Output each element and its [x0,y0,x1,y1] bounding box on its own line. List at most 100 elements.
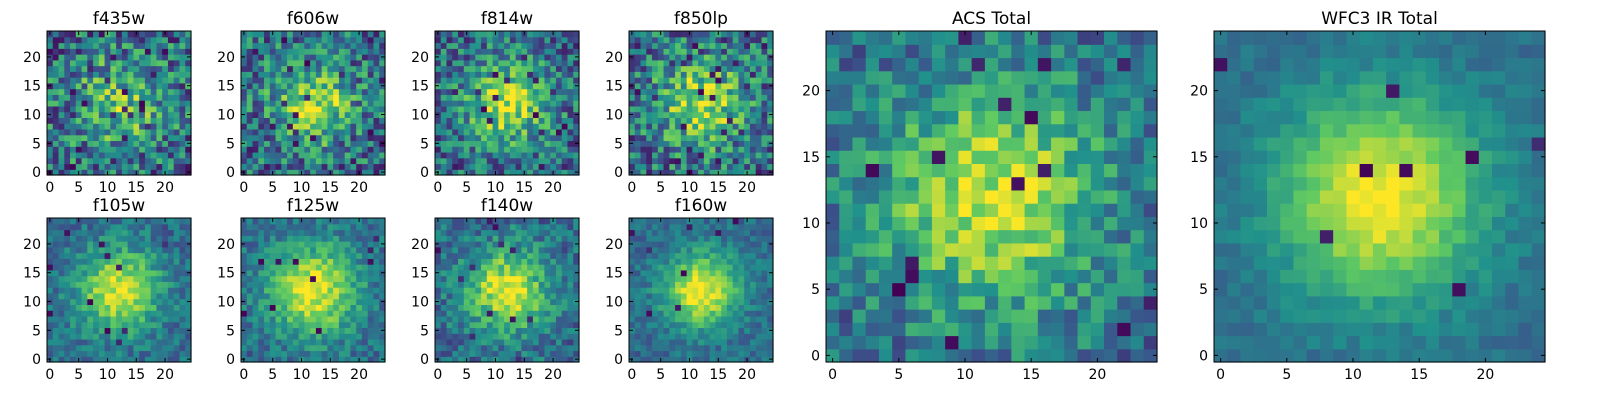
heatmap-cell [755,54,763,61]
heatmap-cell [515,315,522,323]
heatmap-cell [121,327,129,334]
heatmap-cell [298,333,305,340]
heatmap-cell [321,264,328,271]
heatmap-cell [680,128,688,136]
heatmap-cell [361,140,369,147]
heatmap-cell [675,304,682,311]
heatmap-cell [70,123,77,130]
heatmap-cell [156,36,163,44]
heatmap-cell [567,94,574,101]
heatmap-cell [173,252,181,259]
heatmap-cell [509,258,517,265]
heatmap-cell [310,169,317,176]
heatmap-cell [150,315,158,323]
y-tick-label: 0 [420,165,429,181]
heatmap-cell [669,42,676,49]
heatmap-cell [287,151,294,159]
heatmap-cell [93,223,100,231]
heatmap-cell [116,321,123,329]
heatmap-cell [98,304,106,311]
heatmap-cell [567,82,574,90]
heatmap-cell [87,356,94,363]
heatmap-cell [509,252,517,259]
heatmap-cell [356,88,363,95]
heatmap-cell [440,36,448,44]
heatmap-cell [121,264,129,271]
heatmap-cell [721,321,728,329]
heatmap-cell [167,252,175,259]
heatmap-cell [315,258,323,265]
y-tick-label: 5 [32,323,41,339]
heatmap-cell [121,48,129,55]
heatmap-cell [162,77,169,84]
heatmap-cell [139,105,146,113]
heatmap-cell [121,105,129,113]
heatmap-cell [52,281,60,288]
heatmap-cell [544,128,551,136]
heatmap-cell [156,304,163,311]
heatmap-cell [692,77,699,84]
heatmap-cell [761,82,768,90]
heatmap-cell [87,252,94,259]
heatmap-cell [481,281,488,288]
heatmap-cell [298,310,305,317]
heatmap-cell [252,304,259,311]
heatmap-cell [81,292,88,300]
heatmap-cell [634,338,642,346]
heatmap-cell [361,88,369,95]
heatmap-cell [344,356,352,363]
heatmap-cell [179,48,186,55]
heatmap-cell [458,163,465,170]
heatmap-cell [567,333,574,340]
heatmap-cell [367,77,375,84]
heatmap-cell [567,356,574,363]
heatmap-cell [98,281,106,288]
heatmap-cell [338,241,346,248]
heatmap-cell [640,100,647,107]
heatmap-cell [252,333,259,340]
heatmap-cell [104,235,111,242]
heatmap-cell [738,333,745,340]
heatmap-cell [127,157,134,165]
heatmap-cell [150,31,158,38]
heatmap-cell [356,157,363,165]
heatmap-cell [515,169,522,176]
heatmap-cell [440,128,448,136]
heatmap-cell [715,117,722,124]
heatmap-cell [527,223,534,231]
heatmap-cell [173,54,181,61]
heatmap-cell [246,151,254,159]
heatmap-cell [669,333,676,340]
heatmap-cell [646,287,653,294]
heatmap-cell [652,287,659,294]
heatmap-cell [281,218,288,225]
heatmap-cell [258,350,265,357]
heatmap-cell [458,146,465,153]
heatmap-cell [338,88,346,95]
heatmap-cell [629,338,636,346]
heatmap-cell [150,82,158,90]
heatmap-cell [70,344,77,352]
heatmap-cell [469,264,476,271]
heatmap-cell [481,246,488,254]
heatmap-cell [561,223,569,231]
heatmap-cell [258,241,265,248]
heatmap-cell [150,269,158,277]
heatmap-cell [292,315,300,323]
heatmap-cell [264,140,271,147]
heatmap-cell [498,223,505,231]
heatmap-cell [435,321,442,329]
heatmap-cell [327,315,334,323]
heatmap-cell [463,275,471,282]
heatmap-cell [469,338,476,346]
heatmap-cell [361,59,369,67]
heatmap-cell [93,169,100,176]
heatmap-cell [246,54,254,61]
heatmap-cell [110,71,117,78]
heatmap-cell [275,344,282,352]
heatmap-cell [544,65,551,72]
heatmap-cell [258,117,265,124]
heatmap-cell [356,252,363,259]
heatmap-cell [504,105,511,113]
heatmap-cell [669,350,676,357]
